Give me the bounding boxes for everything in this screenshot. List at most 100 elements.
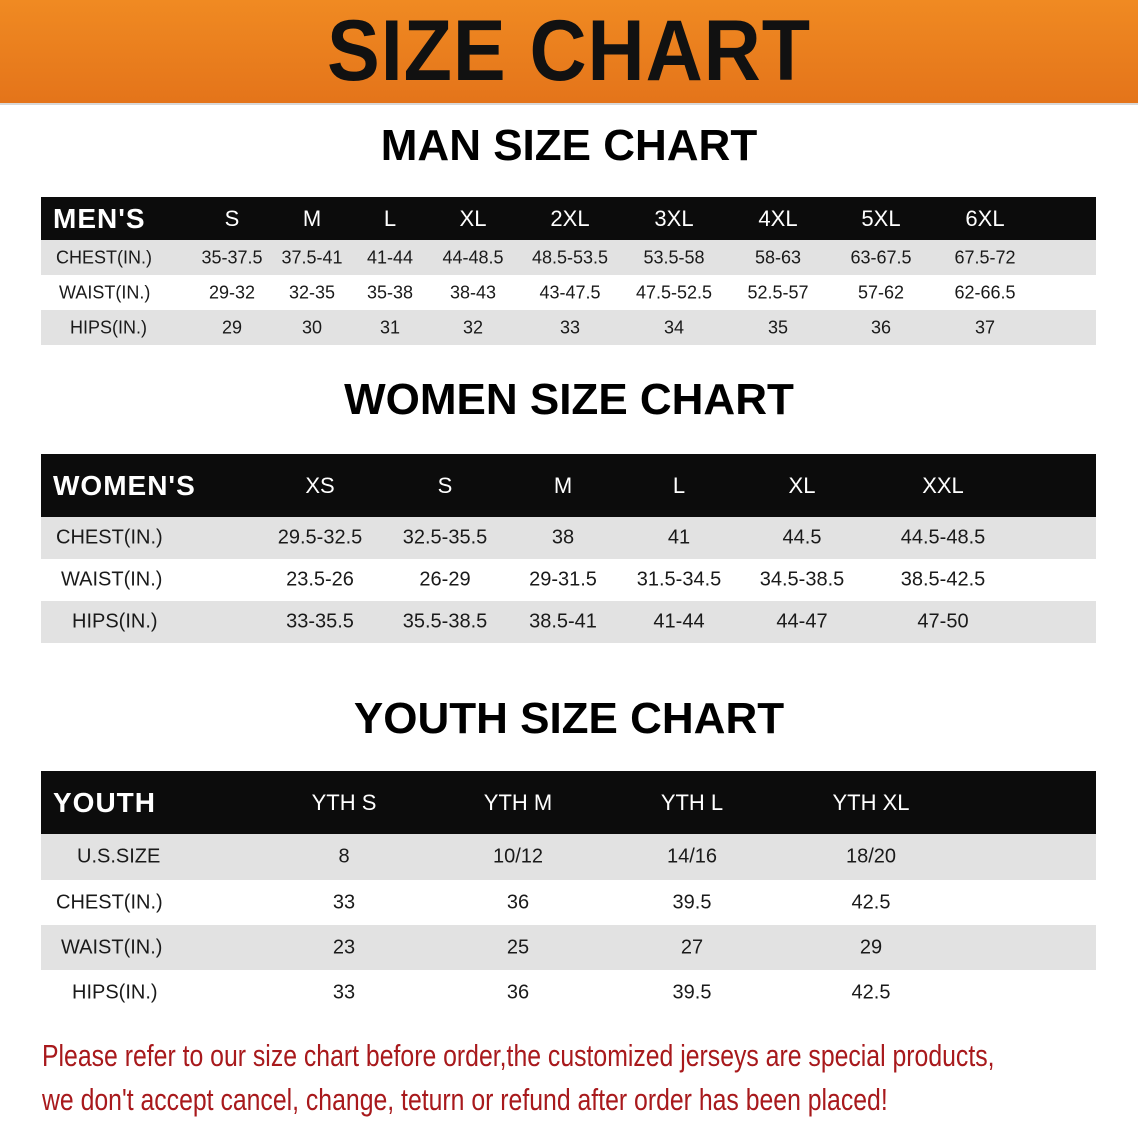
youth-size-table: YOUTH YTH S YTH M YTH L YTH XL U.S.SIZE 8 10/12… — [41, 771, 1096, 1015]
size-column-header: XS — [305, 472, 335, 498]
table-cell: 35-37.5 — [201, 247, 263, 267]
men-header-row: MEN'S S M L XL 2XL 3XL 4XL 5XL 6XL — [41, 197, 1096, 240]
table-cell: 31 — [379, 317, 401, 337]
measurement-label: HIPS(IN.) — [72, 610, 158, 633]
table-cell: 41-44 — [366, 247, 414, 267]
table-cell: 32.5-35.5 — [402, 526, 488, 549]
table-cell: 41-44 — [653, 610, 705, 633]
size-column-header: 3XL — [654, 205, 694, 231]
size-column-header: S — [224, 205, 240, 231]
table-cell: 47.5-52.5 — [635, 282, 713, 302]
table-cell: 67.5-72 — [954, 247, 1016, 267]
table-cell: 47-50 — [917, 610, 969, 633]
size-column-header: XXL — [922, 472, 964, 498]
table-cell: 33 — [332, 981, 356, 1003]
table-cell: 52.5-57 — [747, 282, 809, 302]
table-cell: 37.5-41 — [281, 247, 343, 267]
size-column-header: XL — [788, 472, 816, 498]
table-cell: 36 — [870, 317, 892, 337]
table-cell: 26-29 — [419, 568, 471, 591]
table-cell: 38-43 — [449, 282, 497, 302]
measurement-label: CHEST(IN.) — [56, 247, 152, 267]
table-cell: 44.5-48.5 — [900, 526, 986, 549]
banner: SIZE CHART — [0, 0, 1138, 105]
table-row: HIPS(IN.) 33 36 39.5 42.5 — [41, 970, 1096, 1015]
table-row: CHEST(IN.) 35-37.5 37.5-41 41-44 44-48.5 48.5… — [41, 240, 1096, 275]
measurement-label: CHEST(IN.) — [56, 526, 163, 549]
table-cell: 18/20 — [845, 845, 897, 868]
table-cell: 57-62 — [857, 282, 905, 302]
measurement-label: HIPS(IN.) — [72, 981, 158, 1003]
youth-section-title: YOUTH SIZE CHART — [353, 694, 785, 743]
size-column-header: M — [302, 205, 322, 231]
table-row: CHEST(IN.) 29.5-32.5 32.5-35.5 38 41 44.5 44.5… — [41, 517, 1096, 559]
size-column-header: 6XL — [965, 205, 1005, 231]
table-cell: 33 — [559, 317, 581, 337]
table-cell: 44-48.5 — [442, 247, 504, 267]
table-row: WAIST(IN.) 23.5-26 26-29 29-31.5 31.5-34.5 34… — [41, 559, 1096, 601]
table-cell: 32-35 — [288, 282, 336, 302]
measurement-label: WAIST(IN.) — [61, 936, 163, 958]
women-header-label: WOMEN'S — [53, 469, 196, 501]
table-cell: 34 — [663, 317, 685, 337]
table-cell: 41 — [667, 526, 691, 549]
banner-title: SIZE CHART — [327, 3, 811, 99]
measurement-label: CHEST(IN.) — [56, 891, 163, 913]
table-row: CHEST(IN.) 33 36 39.5 42.5 — [41, 880, 1096, 925]
table-cell: 42.5 — [851, 891, 891, 913]
table-cell: 29-32 — [208, 282, 256, 302]
table-cell: 39.5 — [672, 891, 712, 913]
size-column-header: 5XL — [861, 205, 901, 231]
size-column-header: YTH S — [311, 789, 377, 815]
youth-header-row: YOUTH YTH S YTH M YTH L YTH XL — [41, 771, 1096, 834]
table-cell: 39.5 — [672, 981, 712, 1003]
table-cell: 27 — [680, 936, 704, 958]
disclaimer-line-2: we don't accept cancel, change, teturn o… — [42, 1082, 888, 1117]
table-cell: 48.5-53.5 — [531, 247, 609, 267]
table-cell: 29 — [859, 936, 883, 958]
men-header-label: MEN'S — [53, 202, 146, 234]
table-cell: 58-63 — [754, 247, 802, 267]
table-cell: 43-47.5 — [539, 282, 601, 302]
table-cell: 53.5-58 — [643, 247, 705, 267]
table-row: HIPS(IN.) 29 30 31 32 33 34 35 36 37 — [41, 310, 1096, 345]
size-column-header: 4XL — [758, 205, 798, 231]
size-column-header: YTH XL — [832, 789, 910, 815]
table-cell: 35.5-38.5 — [402, 610, 488, 633]
table-cell: 29 — [221, 317, 243, 337]
women-header-row: WOMEN'S XS S M L XL XXL — [41, 454, 1096, 517]
table-cell: 29-31.5 — [529, 568, 597, 591]
size-column-header: YTH M — [483, 789, 553, 815]
table-cell: 63-67.5 — [850, 247, 912, 267]
table-cell: 33-35.5 — [286, 610, 354, 633]
table-cell: 10/12 — [492, 845, 544, 868]
table-cell: 32 — [462, 317, 484, 337]
table-cell: 33 — [332, 891, 356, 913]
measurement-label: U.S.SIZE — [77, 845, 161, 868]
table-cell: 38.5-41 — [529, 610, 597, 633]
table-cell: 25 — [506, 936, 530, 958]
table-cell: 38 — [551, 526, 575, 549]
men-size-table: MEN'S S M L XL 2XL 3XL 4XL 5XL 6XL CHEST(IN.) 35-37… — [41, 197, 1096, 345]
measurement-label: WAIST(IN.) — [59, 282, 151, 302]
table-cell: 38.5-42.5 — [900, 568, 986, 591]
size-column-header: L — [672, 472, 686, 498]
table-cell: 37 — [974, 317, 996, 337]
size-column-header: XL — [459, 205, 487, 231]
table-cell: 30 — [301, 317, 323, 337]
table-cell: 14/16 — [666, 845, 718, 868]
table-row: WAIST(IN.) 23 25 27 29 — [41, 925, 1096, 970]
table-row: U.S.SIZE 8 10/12 14/16 18/20 — [41, 834, 1096, 880]
men-section-title: MAN SIZE CHART — [380, 121, 758, 170]
table-cell: 36 — [506, 981, 530, 1003]
disclaimer-line-1: Please refer to our size chart before or… — [42, 1038, 995, 1073]
table-cell: 31.5-34.5 — [636, 568, 722, 591]
youth-header-label: YOUTH — [53, 786, 156, 818]
size-column-header: M — [553, 472, 573, 498]
table-cell: 42.5 — [851, 981, 891, 1003]
table-row: WAIST(IN.) 29-32 32-35 35-38 38-43 43-47.5 47.… — [41, 275, 1096, 310]
table-cell: 35-38 — [366, 282, 414, 302]
women-size-table: WOMEN'S XS S M L XL XXL CHEST(IN.) 29.5-32.5 32.5… — [41, 454, 1096, 643]
table-cell: 35 — [767, 317, 789, 337]
table-cell: 29.5-32.5 — [277, 526, 363, 549]
